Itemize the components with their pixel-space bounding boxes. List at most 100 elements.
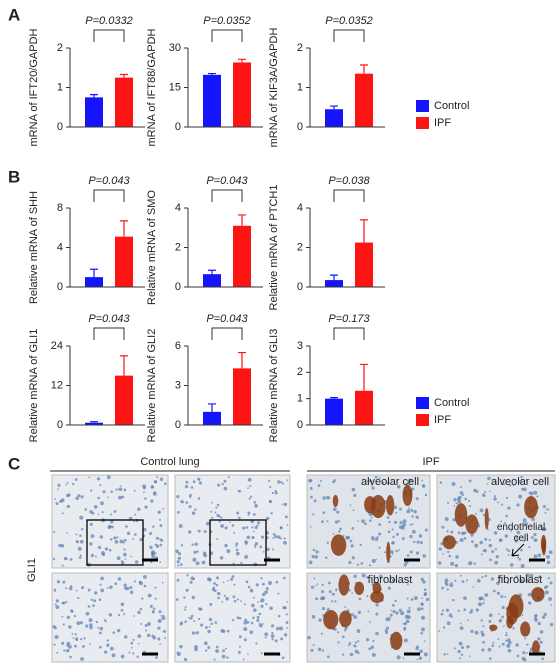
nucleus <box>505 631 508 634</box>
nucleus <box>368 620 371 623</box>
nucleus <box>493 495 496 498</box>
nucleus <box>66 531 68 534</box>
nucleus <box>226 579 229 582</box>
nucleus <box>144 497 147 500</box>
nucleus <box>249 485 252 488</box>
nucleus <box>211 516 214 520</box>
nucleus <box>195 631 199 635</box>
error-bar <box>208 403 216 412</box>
nucleus <box>63 649 66 652</box>
nucleus <box>499 576 502 579</box>
nucleus <box>68 625 72 629</box>
nucleus <box>525 578 530 583</box>
nucleus <box>119 539 124 544</box>
nucleus <box>109 538 113 541</box>
nucleus <box>548 597 552 601</box>
nucleus <box>123 583 127 587</box>
nucleus <box>106 587 109 589</box>
micrograph <box>174 474 291 569</box>
nucleus <box>75 533 78 536</box>
nucleus <box>191 595 196 600</box>
nucleus <box>518 558 522 561</box>
image-label: fibroblast <box>368 574 413 586</box>
y-tick-label: 0 <box>57 121 63 133</box>
nucleus <box>221 600 224 603</box>
nucleus <box>309 479 313 483</box>
nucleus <box>331 592 335 596</box>
nucleus <box>452 598 455 602</box>
nucleus <box>149 531 153 536</box>
nucleus <box>417 607 421 612</box>
nucleus <box>79 554 82 557</box>
nucleus <box>255 583 259 587</box>
nucleus <box>474 630 479 635</box>
nucleus <box>180 500 184 504</box>
nucleus <box>494 481 497 483</box>
nucleus <box>269 606 273 610</box>
nucleus <box>522 518 527 523</box>
y-tick-label: 2 <box>57 42 63 54</box>
nucleus <box>454 563 459 568</box>
nucleus <box>308 560 313 565</box>
nucleus <box>421 597 424 600</box>
nucleus <box>94 555 97 558</box>
nucleus <box>334 520 339 524</box>
nucleus <box>524 522 528 526</box>
nucleus <box>209 602 213 606</box>
nucleus <box>53 589 57 592</box>
nucleus <box>350 544 354 548</box>
nucleus <box>467 499 471 503</box>
nucleus <box>71 633 74 635</box>
nucleus <box>422 580 426 584</box>
nucleus <box>258 622 261 625</box>
nucleus <box>497 638 500 640</box>
nucleus <box>275 626 280 631</box>
nucleus <box>185 588 189 592</box>
nucleus <box>104 547 109 551</box>
nucleus <box>176 560 180 564</box>
nucleus <box>378 523 382 527</box>
nucleus <box>326 520 329 523</box>
nucleus <box>321 520 324 523</box>
nucleus <box>150 499 154 503</box>
nucleus <box>372 639 375 643</box>
nucleus <box>188 530 192 534</box>
nucleus <box>424 528 428 532</box>
nucleus <box>155 656 158 659</box>
nucleus <box>480 553 483 556</box>
nucleus <box>360 562 364 565</box>
nucleus <box>264 632 269 637</box>
nucleus <box>123 538 127 542</box>
nucleus <box>326 495 330 500</box>
nucleus <box>115 488 118 491</box>
nucleus <box>459 537 464 542</box>
nucleus <box>482 602 485 605</box>
nucleus <box>179 621 184 625</box>
nucleus <box>402 657 405 660</box>
nucleus <box>461 580 465 583</box>
nucleus <box>89 522 93 526</box>
nucleus <box>238 616 242 620</box>
nucleus <box>120 561 125 565</box>
nucleus <box>61 512 64 515</box>
nucleus <box>284 633 288 637</box>
nucleus <box>386 516 390 520</box>
nucleus <box>230 577 234 581</box>
nucleus <box>549 581 553 585</box>
nucleus <box>160 614 163 617</box>
error-bar <box>120 220 128 237</box>
nucleus <box>415 497 419 501</box>
nucleus <box>66 648 70 653</box>
y-tick-label: 0 <box>175 419 181 431</box>
nucleus <box>317 647 322 652</box>
nucleus <box>247 514 250 516</box>
nucleus <box>418 656 423 660</box>
nucleus <box>207 629 211 634</box>
nucleus <box>375 612 379 616</box>
nucleus <box>529 573 534 578</box>
nucleus <box>507 553 510 556</box>
nucleus <box>342 653 345 656</box>
nucleus <box>500 595 504 599</box>
stain <box>402 484 413 507</box>
